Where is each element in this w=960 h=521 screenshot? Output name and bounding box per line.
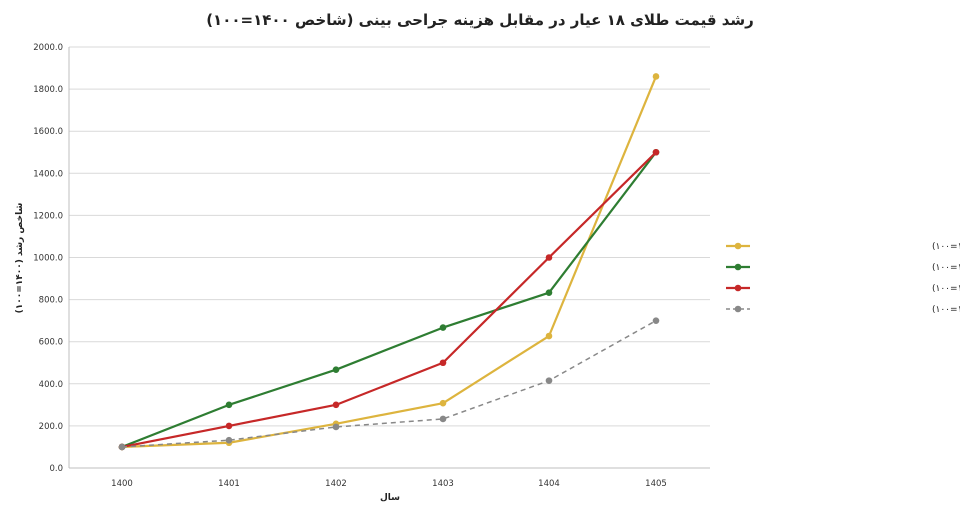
y-tick-label: 1000.0 <box>33 254 63 264</box>
data-point <box>332 423 340 431</box>
legend-label: رشد حداکثر هزینه جراحی بینی (شاخص ۱۴۰۰=۱… <box>932 284 960 294</box>
data-point <box>225 401 233 409</box>
legend-item: رشد قیمت دلار (شاخص ۱۴۰۰=۱۰۰) <box>726 305 960 315</box>
data-point <box>545 377 553 384</box>
x-tick-labels: 1400 1401 1402 1403 1404 1405 <box>111 479 667 489</box>
legend: رشد قیمت طلای ۱۸ عیار (شاخص ۱۴۰۰=۱۰۰) رشد… <box>726 242 960 315</box>
data-point <box>652 148 660 156</box>
axes <box>68 47 710 469</box>
data-point <box>439 324 447 331</box>
x-tick-label: 1405 <box>645 479 667 489</box>
x-tick-label: 1403 <box>432 479 454 489</box>
legend-item: رشد حداقل هزینه جراحی بینی (شاخص ۱۴۰۰=۱۰… <box>726 263 960 273</box>
y-tick-label: 1800.0 <box>33 85 63 95</box>
data-point <box>652 73 660 80</box>
series-4 <box>118 317 660 451</box>
legend-swatch-marker <box>734 242 742 250</box>
x-tick-label: 1404 <box>538 479 560 489</box>
y-tick-label: 0.0 <box>49 464 63 474</box>
data-point <box>545 254 553 261</box>
data-point <box>439 359 447 367</box>
legend-item: رشد قیمت طلای ۱۸ عیار (شاخص ۱۴۰۰=۱۰۰) <box>726 242 960 252</box>
data-point <box>545 289 553 296</box>
y-tick-label: 1600.0 <box>33 127 63 137</box>
series-line <box>121 76 658 449</box>
data-point <box>225 422 233 430</box>
legend-swatch-marker <box>734 284 742 292</box>
data-point <box>545 332 553 340</box>
legend-item: رشد حداکثر هزینه جراحی بینی (شاخص ۱۴۰۰=۱… <box>726 284 960 294</box>
data-point <box>439 399 447 407</box>
legend-swatch-marker <box>734 263 742 271</box>
x-tick-label: 1402 <box>325 479 347 489</box>
y-tick-label: 200.0 <box>39 422 63 432</box>
y-axis-label: شاخص رشد (۱۴۰۰=۱۰۰) <box>15 202 25 313</box>
data-point <box>332 366 340 373</box>
x-tick-label: 1400 <box>111 479 133 489</box>
series-1 <box>118 73 660 451</box>
y-tick-labels: 0.0 200.0 400.0 600.0 800.0 1000.0 1200.0 1400.… <box>33 43 63 474</box>
y-tick-label: 600.0 <box>39 338 63 348</box>
data-point <box>332 401 340 409</box>
data-point <box>225 436 233 444</box>
legend-label: رشد قیمت دلار (شاخص ۱۴۰۰=۱۰۰) <box>932 305 960 315</box>
data-point <box>652 317 660 324</box>
data-point <box>439 415 447 423</box>
y-tick-label: 1400.0 <box>33 169 63 179</box>
legend-swatch-marker <box>734 305 742 313</box>
series-lines <box>118 73 660 451</box>
y-tick-label: 1200.0 <box>33 211 63 221</box>
y-tick-label: 400.0 <box>39 380 63 390</box>
x-tick-label: 1401 <box>218 479 240 489</box>
y-tick-label: 2000.0 <box>33 43 63 53</box>
y-tick-label: 800.0 <box>39 296 63 306</box>
series-line <box>121 151 657 448</box>
legend-label: رشد قیمت طلای ۱۸ عیار (شاخص ۱۴۰۰=۱۰۰) <box>932 242 960 252</box>
grid-lines <box>69 46 710 427</box>
data-point <box>118 443 126 451</box>
x-axis-label: سال <box>380 493 400 503</box>
chart-title: رشد قیمت طلای ۱۸ عیار در مقابل هزینه جرا… <box>206 11 754 29</box>
legend-label: رشد حداقل هزینه جراحی بینی (شاخص ۱۴۰۰=۱۰… <box>932 263 960 273</box>
series-line <box>121 151 657 449</box>
